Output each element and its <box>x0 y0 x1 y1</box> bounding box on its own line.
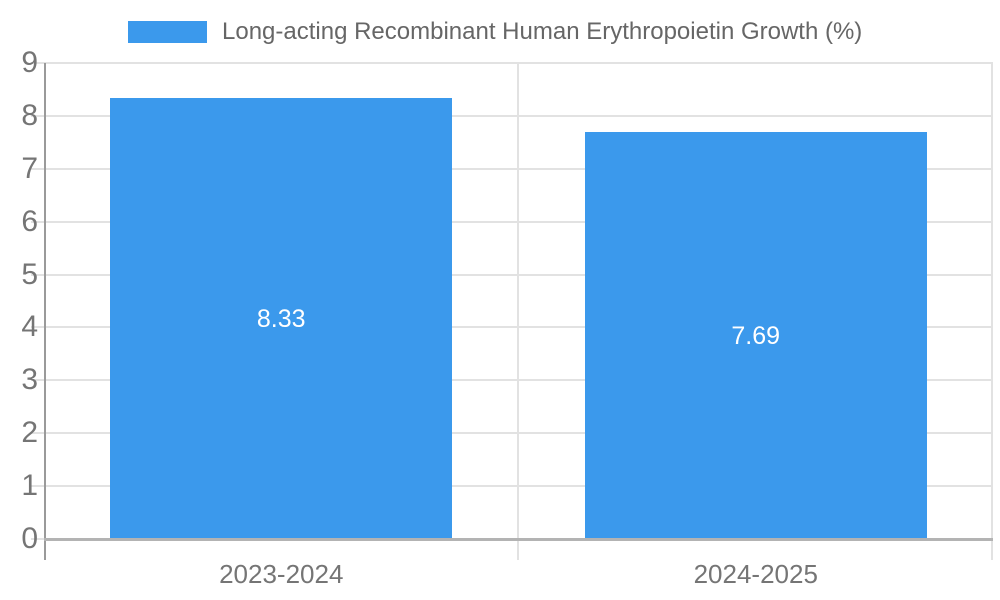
chart-legend[interactable]: Long-acting Recombinant Human Erythropoi… <box>128 17 862 47</box>
y-gridline <box>31 167 993 170</box>
y-gridline <box>31 273 993 276</box>
y-axis-tick-label: 1 <box>21 469 38 503</box>
x-axis-line <box>44 538 993 541</box>
y-axis-tick-label: 6 <box>21 204 38 238</box>
y-gridline <box>31 379 993 382</box>
bar[interactable] <box>584 132 927 539</box>
bar-value-label: 7.69 <box>731 321 781 350</box>
y-axis-line <box>44 63 46 560</box>
bar-value-label: 8.33 <box>256 304 306 333</box>
legend-swatch-icon <box>128 21 207 43</box>
y-gridline <box>31 62 993 64</box>
y-gridline <box>31 114 993 117</box>
y-axis-tick-label: 3 <box>21 363 38 397</box>
y-gridline <box>31 326 993 329</box>
y-axis-tick-label: 5 <box>21 257 38 291</box>
x-axis-category-label: 2024-2025 <box>693 559 818 589</box>
bar[interactable] <box>110 98 453 539</box>
x-axis-category-label: 2023-2024 <box>219 559 344 589</box>
y-gridline <box>31 485 993 488</box>
y-gridline <box>31 220 993 223</box>
y-gridline <box>31 432 993 435</box>
y-axis-tick-label: 2 <box>21 416 38 450</box>
plot-right-border <box>991 63 993 560</box>
y-axis-tick-label: 7 <box>21 151 38 185</box>
legend-label: Long-acting Recombinant Human Erythropoi… <box>222 18 863 45</box>
y-axis-tick-label: 4 <box>21 310 38 344</box>
y-axis-tick-label: 8 <box>21 98 38 132</box>
y-axis-tick-label: 9 <box>21 46 38 79</box>
category-divider <box>516 63 519 560</box>
y-axis-tick-label: 0 <box>21 522 38 555</box>
